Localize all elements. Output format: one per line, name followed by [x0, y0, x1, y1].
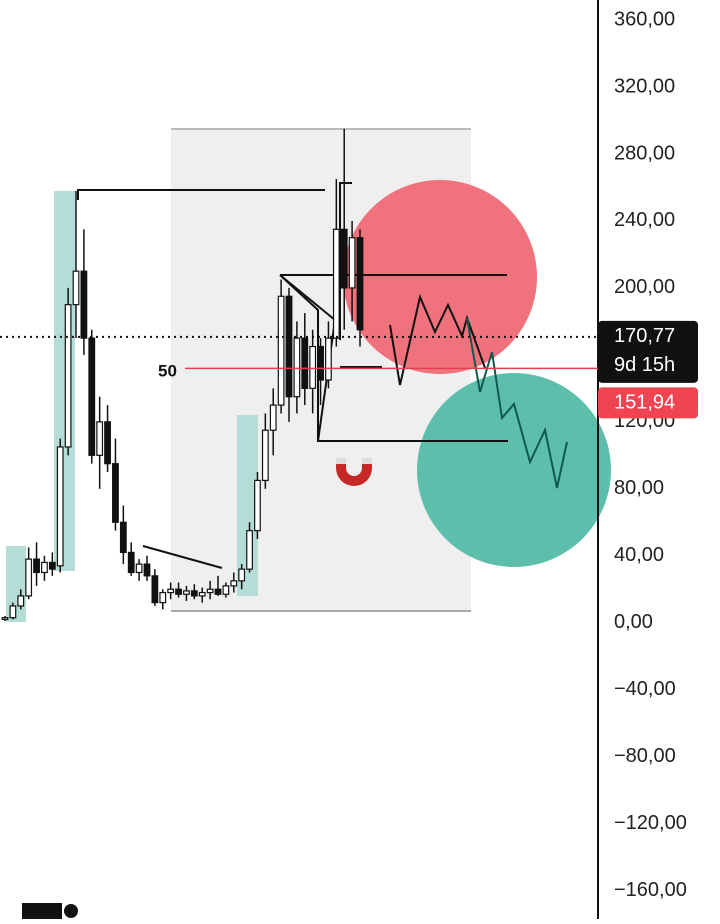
candle-body — [214, 588, 222, 595]
logo — [22, 903, 78, 919]
candle-body — [206, 588, 214, 594]
y-tick-label: 200,00 — [614, 276, 675, 298]
y-tick-label: −160,00 — [614, 879, 687, 901]
y-tick-label: −120,00 — [614, 812, 687, 834]
drawing — [466, 317, 568, 489]
candle-body — [17, 595, 25, 607]
candle-body — [135, 563, 143, 574]
candle-body — [309, 345, 317, 389]
candle-body — [119, 521, 127, 554]
candle-body — [88, 337, 96, 456]
fib-label: 50 — [158, 361, 177, 380]
candle-body — [230, 580, 238, 587]
countdown: 9d 15h — [614, 354, 675, 376]
candle-body — [41, 561, 48, 574]
candle-body — [254, 479, 261, 532]
candle-body — [261, 429, 269, 482]
candle-body — [112, 463, 119, 523]
candle-body — [301, 337, 309, 389]
candle-body — [246, 530, 253, 570]
y-tick-label: 0,00 — [614, 611, 653, 633]
axis-labels: 360,00320,00280,00240,00200,00120,0080,0… — [614, 8, 687, 900]
candle-body — [80, 270, 88, 339]
candle-body — [25, 558, 33, 597]
candle-body — [277, 295, 285, 406]
candle-body — [72, 270, 80, 306]
candle-body — [293, 337, 301, 398]
y-tick-label: −40,00 — [614, 678, 676, 700]
drawings — [77, 182, 508, 569]
candle-body — [33, 558, 40, 574]
candle-body — [127, 551, 135, 574]
candle-body — [190, 590, 198, 597]
magnet-icon — [336, 458, 372, 486]
y-tick-label: −80,00 — [614, 745, 676, 767]
candle-body — [285, 295, 293, 398]
last-price-label: 170,77 — [614, 325, 675, 347]
y-tick-label: 360,00 — [614, 8, 675, 30]
alert-price-box — [598, 387, 698, 419]
candle-body — [183, 590, 190, 595]
candle-body — [167, 588, 175, 594]
candle-body — [198, 591, 206, 597]
candle-body — [238, 568, 246, 582]
target-circle — [343, 180, 537, 374]
y-tick-label: 240,00 — [614, 209, 675, 231]
candle-body — [56, 446, 64, 567]
candle-body — [159, 591, 167, 604]
candle-body — [222, 585, 230, 595]
last-price-box — [598, 320, 698, 383]
candle-body — [317, 345, 324, 381]
candle-body — [175, 588, 182, 595]
candles — [1, 128, 364, 622]
y-tick-label: 280,00 — [614, 142, 675, 164]
candle-body — [1, 617, 9, 620]
candle-body — [151, 575, 159, 604]
candle-body — [48, 561, 56, 570]
candle-body — [269, 404, 277, 431]
candle-body — [356, 237, 364, 331]
candle-body — [96, 421, 104, 456]
alert-price-label: 151,94 — [614, 392, 675, 414]
y-tick-label: 40,00 — [614, 544, 664, 566]
candle-body — [332, 228, 340, 339]
candle-body — [143, 563, 151, 577]
candle-body — [340, 228, 348, 289]
target-circle — [417, 373, 611, 567]
candle-body — [64, 304, 72, 448]
candle-body — [325, 337, 332, 381]
candle-body — [348, 237, 356, 289]
y-tick-label: 320,00 — [614, 75, 675, 97]
candle-body — [9, 605, 17, 619]
y-tick-label: 80,00 — [614, 477, 664, 499]
candle-body — [104, 421, 111, 465]
